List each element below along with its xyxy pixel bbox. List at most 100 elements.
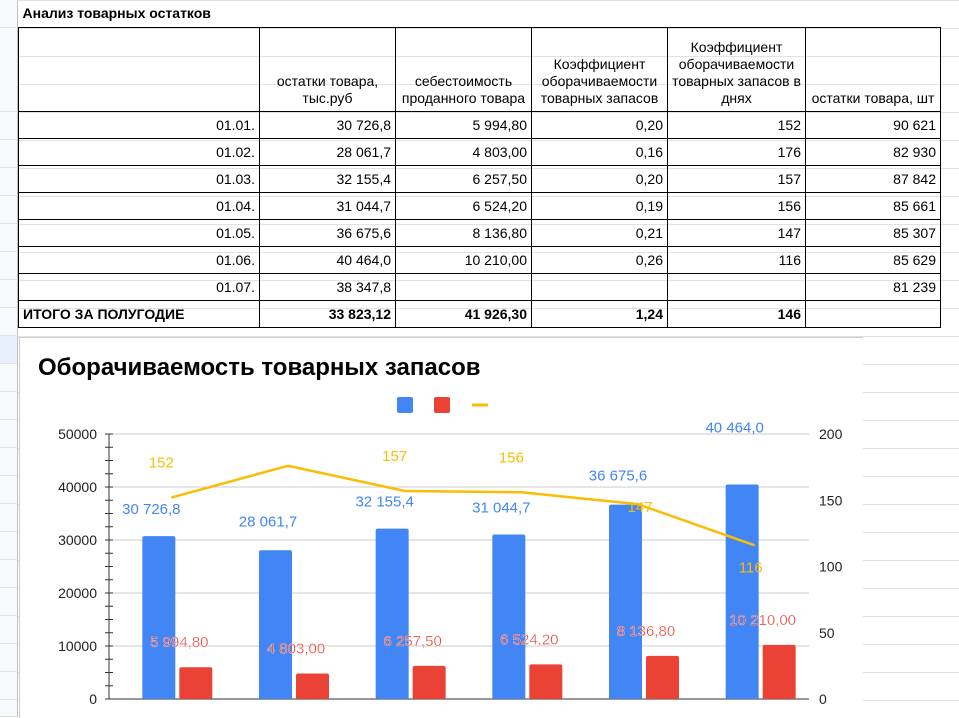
table-cell[interactable]: 0,20 <box>531 110 668 139</box>
table-cell[interactable]: 01.07. <box>18 272 260 301</box>
legend-blue-swatch <box>397 397 413 413</box>
row-header[interactable] <box>0 252 18 280</box>
table-cell[interactable] <box>395 272 532 301</box>
table-cell[interactable]: 0,20 <box>531 164 668 193</box>
row-header[interactable] <box>0 700 18 717</box>
row-header[interactable] <box>0 392 18 420</box>
table-cell[interactable]: 85 629 <box>805 245 941 274</box>
table-cell[interactable]: 38 347,8 <box>259 272 396 301</box>
total-cell[interactable]: 1,24 <box>531 299 668 328</box>
table-cell[interactable]: 4 803,00 <box>395 137 532 166</box>
blue-bar-label: 36 675,6 <box>589 468 647 485</box>
table-cell[interactable]: 0,21 <box>531 218 668 247</box>
column-header[interactable]: Коэффициент оборачиваемости товарных зап… <box>667 26 806 112</box>
total-cell[interactable]: 33 823,12 <box>259 299 396 328</box>
table-row: 01.05. 36 675,6 8 136,80 0,21 147 85 307 <box>18 218 941 247</box>
row-header[interactable] <box>0 28 18 112</box>
row-header[interactable] <box>0 112 18 140</box>
table-cell[interactable]: 01.01. <box>18 110 260 139</box>
y-tick-label: 30000 <box>58 532 97 548</box>
chart[interactable]: Оборачиваемость товарных запасов 0 10000 2… <box>19 337 863 718</box>
table-cell[interactable]: 87 842 <box>805 164 941 193</box>
table-cell[interactable]: 10 210,00 <box>395 245 532 274</box>
column-header[interactable]: себестоимость проданного товара <box>395 26 532 112</box>
table-cell[interactable]: 36 675,6 <box>259 218 396 247</box>
table-cell[interactable]: 28 061,7 <box>259 137 396 166</box>
table-cell[interactable]: 5 994,80 <box>395 110 532 139</box>
row-header[interactable] <box>0 672 18 700</box>
row-header[interactable] <box>0 448 18 476</box>
y2-tick-label: 0 <box>819 691 827 707</box>
line-label: 157 <box>382 448 407 465</box>
table-cell[interactable]: 01.03. <box>18 164 260 193</box>
row-header[interactable] <box>0 504 18 532</box>
row-header[interactable] <box>0 140 18 168</box>
row-header[interactable] <box>0 476 18 504</box>
row-header[interactable] <box>0 420 18 448</box>
row-header[interactable] <box>0 308 18 336</box>
row-header[interactable] <box>0 0 18 28</box>
table-cell[interactable]: 116 <box>667 245 806 274</box>
total-cell[interactable]: 41 926,30 <box>395 299 532 328</box>
table-cell[interactable]: 0,19 <box>531 191 668 220</box>
total-cell[interactable]: ИТОГО ЗА ПОЛУГОДИЕ <box>18 299 260 328</box>
red-bar <box>762 644 796 699</box>
table-cell[interactable]: 01.02. <box>18 137 260 166</box>
table-cell[interactable]: 0,16 <box>531 137 668 166</box>
y-tick-label: 10000 <box>58 638 97 654</box>
table-cell[interactable]: 0,26 <box>531 245 668 274</box>
table-cell[interactable]: 8 136,80 <box>395 218 532 247</box>
table-cell[interactable] <box>667 272 806 301</box>
table-cell[interactable]: 30 726,8 <box>259 110 396 139</box>
row-header[interactable] <box>0 364 18 392</box>
table-cell[interactable]: 01.06. <box>18 245 260 274</box>
table-cell[interactable]: 176 <box>667 137 806 166</box>
column-header[interactable] <box>18 26 260 112</box>
y-tick-label: 20000 <box>58 585 97 601</box>
red-bar <box>646 655 679 699</box>
total-cell[interactable]: 146 <box>667 299 806 328</box>
table-cell[interactable]: 6 524,20 <box>395 191 532 220</box>
table-cell[interactable]: 31 044,7 <box>259 191 396 220</box>
y-tick-label: 0 <box>89 691 97 707</box>
table-cell[interactable]: 01.04. <box>18 191 260 220</box>
table-cell[interactable]: 6 257,50 <box>395 164 532 193</box>
row-header[interactable] <box>0 224 18 252</box>
table-cell[interactable]: 81 239 <box>805 272 941 301</box>
row-header[interactable] <box>0 168 18 196</box>
line-label: 152 <box>149 455 174 472</box>
table-cell[interactable]: 90 621 <box>805 110 941 139</box>
table-row: 01.01. 30 726,8 5 994,80 0,20 152 90 621 <box>18 110 941 139</box>
table-cell[interactable]: 82 930 <box>805 137 941 166</box>
line-label: 156 <box>499 449 524 466</box>
blue-bar-label: 28 061,7 <box>239 513 297 530</box>
table-row: 01.07. 38 347,8 81 239 <box>18 272 941 301</box>
row-header[interactable] <box>0 560 18 588</box>
row-header[interactable] <box>0 196 18 224</box>
row-header[interactable] <box>0 336 18 364</box>
row-header[interactable] <box>0 532 18 560</box>
column-header[interactable]: остатки товара, тыс.руб <box>259 26 396 112</box>
row-header[interactable] <box>0 644 18 672</box>
table-cell[interactable]: 147 <box>667 218 806 247</box>
table-cell[interactable]: 40 464,0 <box>259 245 396 274</box>
table-cell[interactable]: 32 155,4 <box>259 164 396 193</box>
total-cell[interactable] <box>805 299 941 328</box>
row-header[interactable] <box>0 280 18 308</box>
table-row: 01.04. 31 044,7 6 524,20 0,19 156 85 661 <box>18 191 941 220</box>
column-header[interactable]: остатки товара, шт <box>805 26 941 112</box>
red-bar <box>296 673 329 699</box>
table-cell[interactable]: 01.05. <box>18 218 260 247</box>
sheet-title[interactable]: Анализ товарных остатков <box>22 5 211 22</box>
table-cell[interactable]: 152 <box>667 110 806 139</box>
table-cell[interactable] <box>531 272 668 301</box>
y2-tick-label: 50 <box>819 625 835 641</box>
table-cell[interactable]: 156 <box>667 191 806 220</box>
row-header[interactable] <box>0 588 18 616</box>
data-table: Анализ товарных остатков остатки товара,… <box>18 0 941 328</box>
table-cell[interactable]: 85 661 <box>805 191 941 220</box>
table-cell[interactable]: 85 307 <box>805 218 941 247</box>
row-header[interactable] <box>0 616 18 644</box>
table-cell[interactable]: 157 <box>667 164 806 193</box>
column-header[interactable]: Коэффициент оборачиваемости товарных зап… <box>531 26 668 112</box>
